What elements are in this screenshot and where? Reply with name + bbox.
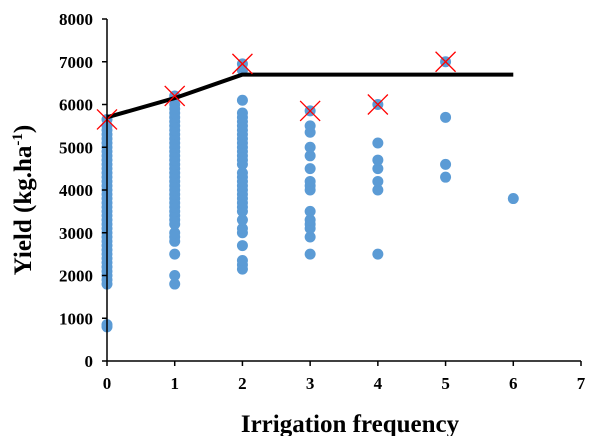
data-point <box>236 214 248 226</box>
x-tick-label: 4 <box>374 374 383 393</box>
x-tick-label: 0 <box>103 374 112 393</box>
y-tick-label: 0 <box>85 352 94 371</box>
data-point <box>304 150 316 162</box>
frontier-line-layer <box>106 72 514 120</box>
data-point <box>304 205 316 217</box>
data-point <box>372 175 384 187</box>
data-point <box>236 222 248 234</box>
data-point <box>236 107 248 119</box>
data-point <box>169 270 181 281</box>
y-tick-labels: 0 1000 2000 3000 4000 5000 6000 7000 8000 <box>59 10 93 371</box>
data-point <box>304 231 316 243</box>
x-tick-labels: 0 1 2 3 4 5 6 7 <box>103 374 586 393</box>
data-point <box>372 154 384 166</box>
x-tick-label: 5 <box>441 374 450 393</box>
y-tick-label: 1000 <box>59 309 93 328</box>
data-point <box>169 248 181 260</box>
y-tick-label: 3000 <box>59 224 93 243</box>
x-tick-label: 7 <box>577 374 586 393</box>
y-tick-label: 4000 <box>59 181 93 200</box>
max-yield-markers <box>96 51 457 130</box>
data-point <box>372 248 384 260</box>
scatter-points <box>101 56 519 333</box>
data-point <box>372 163 384 175</box>
data-point <box>304 141 316 153</box>
x-marker <box>435 51 457 73</box>
data-point <box>169 278 181 290</box>
data-point <box>507 193 519 205</box>
y-tick-label: 7000 <box>59 53 93 72</box>
y-axis-title: Yield (kg.ha-1) <box>10 125 37 275</box>
data-point <box>304 175 316 187</box>
y-tick-label: 6000 <box>59 96 93 115</box>
x-tick-label: 2 <box>238 374 247 393</box>
data-point <box>236 167 248 179</box>
axes <box>102 18 582 366</box>
data-point <box>304 214 316 226</box>
data-point <box>440 158 452 170</box>
x-tick-label: 6 <box>509 374 518 393</box>
data-point <box>372 137 384 149</box>
data-point <box>372 184 384 196</box>
data-point <box>169 99 181 110</box>
data-point <box>304 248 316 260</box>
data-point <box>304 163 316 175</box>
data-point <box>236 240 248 252</box>
data-point <box>169 227 181 239</box>
data-point <box>236 94 248 106</box>
data-point <box>440 171 452 183</box>
y-tick-label: 8000 <box>59 10 93 29</box>
y-tick-label: 5000 <box>59 138 93 157</box>
x-tick-label: 1 <box>170 374 179 393</box>
y-tick-label: 2000 <box>59 267 93 286</box>
x-marker <box>367 94 389 115</box>
data-point <box>304 120 316 132</box>
data-point <box>440 111 452 123</box>
x-marker <box>299 100 321 122</box>
x-marker <box>231 53 253 75</box>
frontier-line <box>106 72 514 120</box>
x-axis-title: Irrigation frequency <box>241 411 460 436</box>
x-marker <box>164 85 186 107</box>
x-tick-label: 3 <box>306 374 315 393</box>
data-point <box>236 255 248 267</box>
